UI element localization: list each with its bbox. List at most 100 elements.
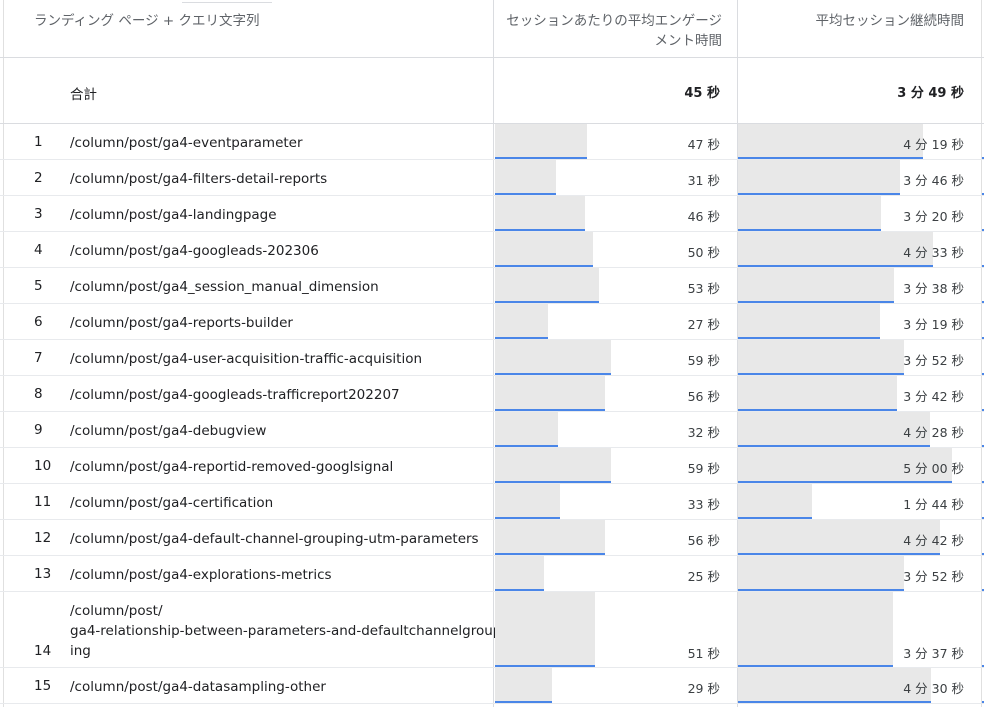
engagement-bar bbox=[495, 268, 599, 303]
landing-page-path[interactable]: /column/post/ga4-default-channel-groupin… bbox=[70, 531, 479, 547]
column-divider-duration bbox=[737, 0, 738, 707]
duration-bar bbox=[738, 196, 881, 231]
engagement-bar bbox=[495, 412, 558, 447]
duration-bar bbox=[738, 376, 897, 411]
duration-bar bbox=[738, 268, 894, 303]
engagement-bar bbox=[495, 520, 605, 555]
next-column-bar-fragment bbox=[982, 337, 984, 339]
table-header: ランディング ページ + クエリ文字列 セッションあたりの平均エンゲージメント時… bbox=[0, 0, 984, 58]
row-index: 5 bbox=[34, 278, 43, 294]
row-index: 12 bbox=[34, 530, 52, 546]
engagement-value: 46 秒 bbox=[687, 209, 720, 224]
row-index: 3 bbox=[34, 206, 43, 222]
next-column-bar-fragment bbox=[982, 193, 984, 195]
next-column-bar-fragment bbox=[982, 445, 984, 447]
table-row[interactable]: 12/column/post/ga4-default-channel-group… bbox=[0, 520, 984, 556]
engagement-value: 29 秒 bbox=[687, 681, 720, 696]
table-row[interactable]: 3/column/post/ga4-landingpage 46 秒 3 分 20 … bbox=[0, 196, 984, 232]
engagement-bar bbox=[495, 340, 611, 375]
landing-page-path[interactable]: /column/post/ga4-landingpage bbox=[70, 207, 277, 223]
duration-value: 1 分 44 秒 bbox=[903, 497, 964, 512]
engagement-value: 32 秒 bbox=[687, 425, 720, 440]
landing-page-path[interactable]: /column/post/ga4-reportid-removed-googls… bbox=[70, 459, 394, 475]
landing-page-path[interactable]: /column/post/ga4-eventparameter bbox=[70, 135, 303, 151]
landing-page-path[interactable]: /column/post/ga4-googleads-202306 bbox=[70, 243, 319, 259]
duration-bar bbox=[738, 520, 940, 555]
next-column-bar-fragment bbox=[982, 553, 984, 555]
landing-page-path[interactable]: /column/post/ga4-user-acquisition-traffi… bbox=[70, 351, 423, 367]
total-duration: 3 分 49 秒 bbox=[897, 86, 964, 101]
landing-page-path[interactable]: /column/post/ga4-reports-builder bbox=[70, 315, 293, 331]
duration-bar bbox=[738, 448, 952, 483]
table-row[interactable]: 13/column/post/ga4-explorations-metrics 2… bbox=[0, 556, 984, 592]
row-index: 10 bbox=[34, 458, 52, 474]
total-label: 合計 bbox=[70, 87, 97, 103]
next-column-bar-fragment bbox=[982, 157, 984, 159]
engagement-value: 50 秒 bbox=[687, 245, 720, 260]
engagement-bar bbox=[495, 448, 611, 483]
table-row[interactable]: 14/column/post/ ga4-relationship-between… bbox=[0, 592, 984, 668]
table-row[interactable]: 11/column/post/ga4-certification 33 秒 1 分 … bbox=[0, 484, 984, 520]
landing-page-path[interactable]: /column/post/ga4_session_manual_dimensio… bbox=[70, 279, 379, 295]
table-row[interactable]: 6/column/post/ga4-reports-builder 27 秒 3 分… bbox=[0, 304, 984, 340]
table-row[interactable]: 1/column/post/ga4-eventparameter 47 秒 4 分 … bbox=[0, 124, 984, 160]
engagement-value: 51 秒 bbox=[687, 646, 720, 661]
table-row[interactable]: 10/column/post/ga4-reportid-removed-goog… bbox=[0, 448, 984, 484]
duration-value: 4 分 28 秒 bbox=[903, 425, 964, 440]
landing-page-path[interactable]: /column/post/ga4-googleads-trafficreport… bbox=[70, 387, 400, 403]
next-column-bar-fragment bbox=[982, 229, 984, 231]
row-index: 8 bbox=[34, 386, 43, 402]
column-header-duration[interactable]: 平均セッション継続時間 bbox=[815, 13, 965, 29]
duration-value: 4 分 33 秒 bbox=[903, 245, 964, 260]
table-row[interactable]: 9/column/post/ga4-debugview 32 秒 4 分 28 秒 bbox=[0, 412, 984, 448]
landing-page-path[interactable]: /column/post/ga4-certification bbox=[70, 495, 274, 511]
table-row[interactable]: 8/column/post/ga4-googleads-trafficrepor… bbox=[0, 376, 984, 412]
table-row[interactable]: 2/column/post/ga4-filters-detail-reports… bbox=[0, 160, 984, 196]
column-divider-engagement bbox=[493, 0, 494, 707]
duration-bar bbox=[738, 484, 812, 519]
table-left-border bbox=[3, 0, 4, 707]
landing-page-path[interactable]: /column/post/ga4-filters-detail-reports bbox=[70, 171, 328, 187]
duration-value: 5 分 00 秒 bbox=[903, 461, 964, 476]
next-column-bar-fragment bbox=[982, 665, 984, 667]
engagement-value: 53 秒 bbox=[687, 281, 720, 296]
engagement-bar bbox=[495, 556, 544, 591]
engagement-value: 27 秒 bbox=[687, 317, 720, 332]
row-index: 2 bbox=[34, 170, 43, 186]
table-row[interactable]: 5/column/post/ga4_session_manual_dimensi… bbox=[0, 268, 984, 304]
duration-value: 4 分 42 秒 bbox=[903, 533, 964, 548]
duration-value: 3 分 37 秒 bbox=[903, 646, 964, 661]
next-column-bar-fragment bbox=[982, 373, 984, 375]
landing-page-path[interactable]: /column/post/ ga4-relationship-between-p… bbox=[70, 603, 502, 659]
row-index: 9 bbox=[34, 422, 43, 438]
column-header-engagement[interactable]: セッションあたりの平均エンゲージメント時間 bbox=[506, 13, 722, 49]
header-top-fragment bbox=[182, 0, 272, 3]
duration-bar bbox=[738, 340, 904, 375]
engagement-bar bbox=[495, 196, 585, 231]
column-header-dimension[interactable]: ランディング ページ + クエリ文字列 bbox=[34, 13, 260, 29]
engagement-bar bbox=[495, 484, 560, 519]
engagement-value: 31 秒 bbox=[687, 173, 720, 188]
row-index: 4 bbox=[34, 242, 43, 258]
duration-value: 3 分 38 秒 bbox=[903, 281, 964, 296]
total-engagement: 45 秒 bbox=[684, 86, 720, 101]
next-column-bar-fragment bbox=[982, 517, 984, 519]
next-column-bar-fragment bbox=[982, 265, 984, 267]
table-row[interactable]: 7/column/post/ga4-user-acquisition-traff… bbox=[0, 340, 984, 376]
landing-page-path[interactable]: /column/post/ga4-debugview bbox=[70, 423, 267, 439]
engagement-bar bbox=[495, 304, 548, 339]
engagement-bar bbox=[495, 160, 556, 195]
landing-page-path[interactable]: /column/post/ga4-datasampling-other bbox=[70, 679, 326, 695]
duration-value: 4 分 19 秒 bbox=[903, 137, 964, 152]
duration-value: 3 分 52 秒 bbox=[903, 353, 964, 368]
table-row[interactable]: 4/column/post/ga4-googleads-202306 50 秒 4 … bbox=[0, 232, 984, 268]
row-index: 1 bbox=[34, 134, 43, 150]
next-column-bar-fragment bbox=[982, 301, 984, 303]
next-column-bar-fragment bbox=[982, 409, 984, 411]
engagement-value: 59 秒 bbox=[687, 461, 720, 476]
landing-page-path[interactable]: /column/post/ga4-explorations-metrics bbox=[70, 567, 332, 583]
table-row[interactable]: 15/column/post/ga4-datasampling-other 29 … bbox=[0, 668, 984, 704]
next-column-bar-fragment bbox=[982, 701, 984, 703]
duration-value: 3 分 42 秒 bbox=[903, 389, 964, 404]
